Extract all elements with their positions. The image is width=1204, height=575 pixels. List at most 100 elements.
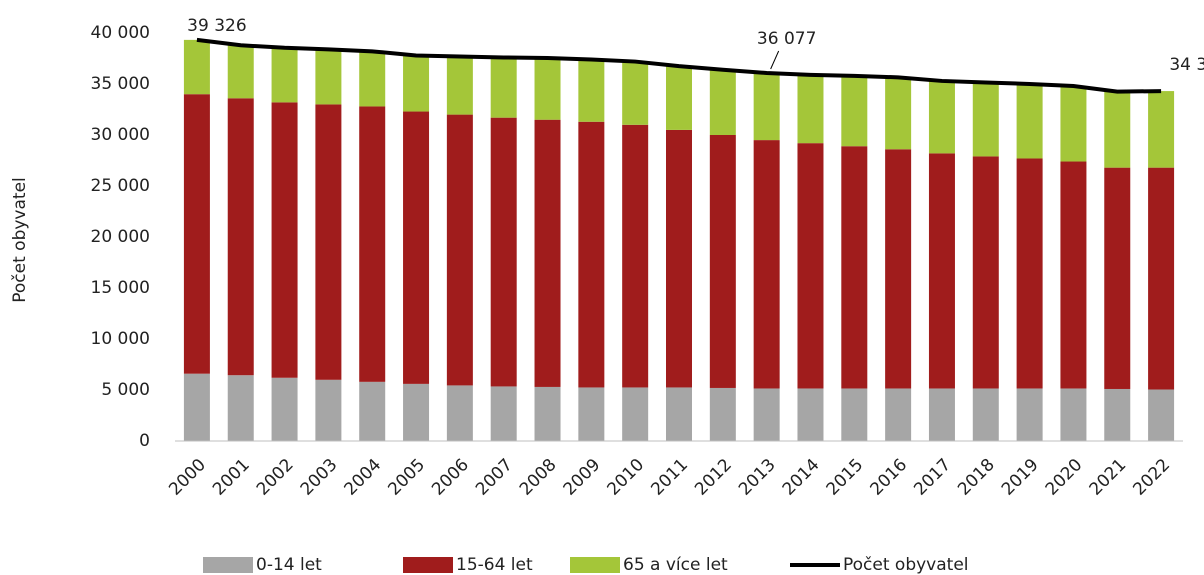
bar-segment [972,388,999,441]
bar-segment [490,57,517,118]
x-tick-label: 2008 [516,455,561,500]
y-tick-label: 20 000 [91,227,150,247]
bar-segment [841,388,868,441]
y-tick-label: 25 000 [91,176,150,196]
x-tick-label: 2007 [472,455,517,500]
bar-segment [183,373,210,441]
bar-segment [315,104,342,380]
bar-segment [1104,167,1131,389]
bar-segment [1148,389,1175,441]
legend-swatch [403,557,453,573]
x-tick-label: 2019 [998,455,1043,500]
x-tick-label: 2021 [1086,455,1131,500]
x-tick-label: 2000 [165,455,210,500]
bar-segment [928,80,955,154]
data-label: 39 326 [187,16,246,36]
bar-segment [1060,86,1087,162]
x-tick-label: 2015 [823,455,868,500]
x-tick-label: 2002 [253,455,298,500]
bar-segment [797,143,824,389]
bar-segment [972,156,999,389]
bar-segment [885,388,912,441]
y-axis-label: Počet obyvatel [10,177,30,303]
x-tick-label: 2017 [910,455,955,500]
x-tick-label: 2011 [647,455,692,500]
x-tick-label: 2013 [735,455,780,500]
bar-segment [403,383,430,441]
total-line [196,37,1162,94]
bar-segment [534,386,561,441]
y-tick-label: 35 000 [91,74,150,94]
bar-segment [359,51,386,107]
data-label: 34 306 [1169,55,1204,75]
bar-segment [227,45,254,99]
y-tick-label: 15 000 [91,278,150,298]
bar-segment [972,82,999,157]
bar-segment [490,386,517,441]
y-tick-label: 30 000 [91,125,150,145]
bar-segment [622,61,649,125]
bar-segment [227,98,254,376]
x-tick-label: 2016 [866,455,911,500]
y-tick-label: 5 000 [101,380,150,400]
x-tick-label: 2009 [560,455,605,500]
bar-segment [271,47,298,103]
bar-segment [1016,84,1043,159]
bar-segment [709,387,736,441]
bar-segment [928,388,955,441]
x-tick-label: 2001 [209,455,254,500]
bar-segment [227,375,254,441]
legend-label: 0-14 let [256,555,322,575]
bar-segment [709,135,736,388]
bar-segment [359,106,386,382]
bar-segment [446,385,473,441]
bar-segment [753,388,780,441]
bar-segment [578,59,605,122]
bar-segment [666,66,692,130]
bar-segment [1060,388,1087,441]
bar-segment [841,146,868,389]
leader-line [770,50,780,70]
y-tick-label: 0 [139,431,150,451]
x-tick-label: 2005 [384,455,429,500]
bar-segment [797,74,824,144]
x-tick-label: 2003 [297,455,342,500]
data-label: 36 077 [757,29,816,49]
x-tick-label: 2006 [428,455,473,500]
bar-segment [666,129,692,388]
bar-segment [1016,158,1043,389]
bar-segment [359,381,386,441]
legend-label: 65 a více let [623,555,728,575]
x-tick-label: 2014 [779,455,824,500]
x-tick-label: 2020 [1042,455,1087,500]
y-tick-label: 40 000 [91,23,150,43]
bar-segment [534,119,561,387]
x-tick-label: 2004 [341,455,386,500]
bar-segment [490,117,517,387]
x-tick-label: 2010 [604,455,649,500]
bar-segment [1016,388,1043,441]
bar-segment [622,387,649,441]
bar-segment [753,140,780,389]
bar-segment [1148,167,1175,390]
bar-segment [403,111,430,384]
bar-segment [271,377,298,441]
legend-label: Počet obyvatel [843,555,969,575]
bar-segment [885,149,912,389]
bar-segment [1104,388,1131,441]
bar-segment [183,94,210,374]
bar-segment [403,55,430,112]
bar-segment [534,57,561,120]
legend-label: 15-64 let [456,555,533,575]
bar-segment [446,56,473,115]
bar-segment [271,102,298,378]
bar-segment [709,69,736,135]
legend-swatch [203,557,253,573]
bar-segment [578,121,605,388]
bar-segment [622,124,649,388]
bar-segment [666,387,692,441]
bar-segment [315,49,342,105]
x-tick-label: 2018 [954,455,999,500]
x-tick-label: 2022 [1129,455,1174,500]
